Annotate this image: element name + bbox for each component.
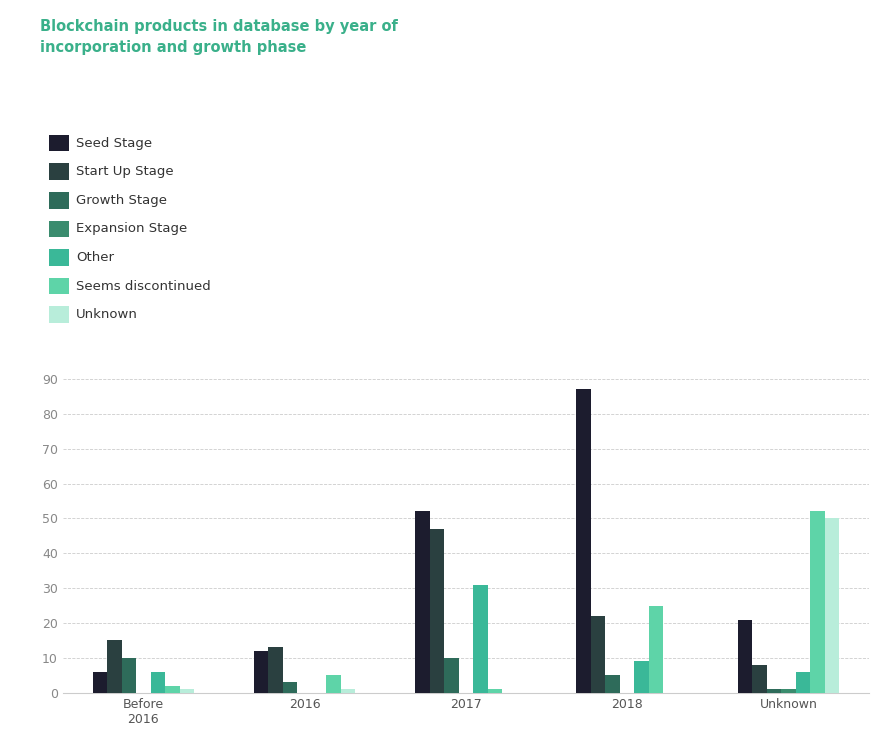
Bar [151,672,165,693]
Bar [824,518,840,693]
Bar [254,651,269,693]
Bar [326,675,341,693]
Bar [444,658,459,693]
Text: Expansion Stage: Expansion Stage [76,222,187,236]
Bar [606,675,620,693]
Bar [473,584,487,693]
Text: Blockchain products in database by year of
incorporation and growth phase: Blockchain products in database by year … [40,19,398,55]
Bar [415,511,430,693]
Bar [796,672,810,693]
Bar [634,661,649,693]
Bar [591,616,606,693]
Bar [781,689,796,693]
Bar [341,689,356,693]
Text: Start Up Stage: Start Up Stage [76,165,174,178]
Text: Seems discontinued: Seems discontinued [76,279,211,293]
Bar [737,620,753,693]
Text: Unknown: Unknown [76,308,138,322]
Text: Seed Stage: Seed Stage [76,136,152,150]
Bar [753,665,767,693]
Bar [649,605,663,693]
Bar [108,641,122,693]
Text: Growth Stage: Growth Stage [76,194,168,207]
Bar [179,689,194,693]
Bar [487,689,503,693]
Bar [92,672,108,693]
Text: Other: Other [76,251,114,264]
Bar [165,686,179,693]
Bar [269,648,283,693]
Bar [810,511,824,693]
Bar [122,658,136,693]
Bar [283,682,297,693]
Bar [576,389,591,693]
Bar [430,529,444,693]
Bar [767,689,781,693]
